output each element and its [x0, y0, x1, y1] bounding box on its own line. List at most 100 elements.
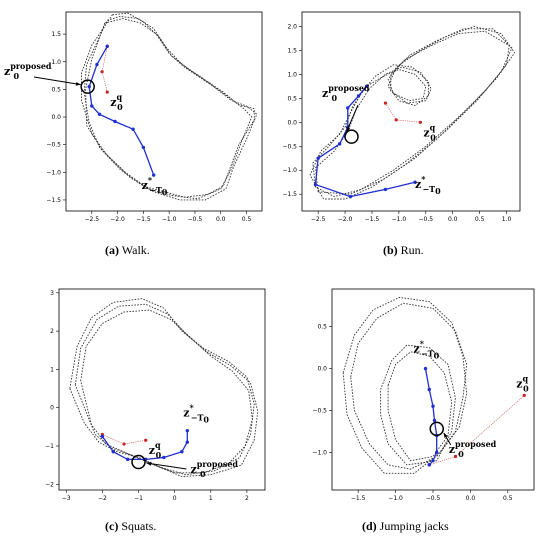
label-z0-q-sup: q: [117, 92, 123, 102]
trajectory-point: [427, 387, 431, 392]
reference-point: [418, 120, 423, 124]
x-tick-label: −1.5: [136, 216, 151, 223]
y-tick-label: −0.5: [282, 143, 297, 150]
label-z-star: z* −T0: [183, 403, 209, 425]
trajectory-point: [180, 450, 184, 454]
reference-point: [105, 90, 109, 94]
label-z0-proposed-sup: proposed: [10, 61, 52, 71]
y-tick-label: −1.0: [282, 167, 297, 174]
label-z-star-sub: −T: [191, 413, 204, 423]
label-z-star: z* −T0: [414, 339, 440, 361]
y-tick-label: 0.5: [287, 95, 297, 102]
ground-truth-loop: [380, 344, 456, 466]
proposed-arrowhead: [146, 461, 152, 466]
label-z-star-sub: −T: [422, 184, 435, 194]
label-z0-proposed-sub: 0: [458, 449, 464, 459]
caption-c-letter: (c): [105, 519, 119, 533]
label-z0-q: zq 0: [423, 122, 436, 142]
reference-point: [453, 454, 458, 459]
label-z0-q-sup: q: [430, 122, 436, 132]
label-z-star-sub2: 0: [435, 186, 441, 196]
trajectory-point: [95, 62, 99, 67]
label-z0-q: zq 0: [149, 440, 162, 460]
y-tick-label: 2.0: [287, 23, 297, 30]
x-tick-label: 2: [245, 495, 249, 502]
proposed-arrowhead: [75, 82, 81, 86]
label-z0-proposed: zproposed 0: [4, 61, 52, 81]
trajectory-point: [131, 127, 135, 131]
label-z-star-sub2: 0: [434, 351, 440, 361]
x-tick-label: −0.5: [419, 216, 434, 223]
plot-frame: [65, 11, 263, 212]
reference-point: [522, 393, 526, 397]
label-z-star-sub: −T: [421, 349, 434, 359]
caption-a-letter: (a): [105, 243, 119, 257]
trajectory-point: [87, 84, 91, 89]
label-z0-q-sub: 0: [156, 450, 162, 460]
trajectory-point: [100, 434, 105, 439]
label-z-star-sup: *: [148, 175, 153, 185]
trajectory-point: [427, 463, 431, 467]
panel-b: −2.5 −2.0 −1.5 −1.0 −0.5 0.0 0.5 1.0 −1.5 −1.0 −0.…: [282, 11, 521, 223]
caption-b-letter: (b): [383, 243, 398, 257]
y-tick-label: −1.5: [282, 191, 297, 198]
trajectory-point: [151, 173, 156, 177]
ground-truth-loop: [85, 18, 253, 200]
reference-link: [385, 102, 421, 123]
x-tick-label: −1.0: [162, 216, 177, 223]
x-tick-label: 0.5: [503, 495, 513, 502]
label-z0-q-sup: q: [523, 373, 529, 383]
trajectory-line: [314, 85, 416, 198]
reference-point: [100, 70, 104, 74]
y-tick-label: −1: [45, 443, 54, 450]
y-tick-label: 0.0: [287, 119, 297, 126]
reference-point: [394, 118, 398, 122]
ground-truth-loop: [342, 296, 468, 474]
label-z0-proposed-sup: proposed: [197, 459, 239, 469]
proposed-arrow: [146, 462, 187, 470]
caption-d-text: Jumping jacks: [376, 519, 449, 533]
label-z0-q-sup: q: [155, 440, 161, 450]
y-tick-label: −1.0: [312, 449, 327, 456]
trajectory-point: [141, 145, 146, 150]
x-tick-label: −3: [62, 495, 71, 502]
ground-truth-loop: [83, 15, 255, 198]
proposed-marker: [429, 421, 444, 437]
label-z0-q-sub: 0: [523, 383, 529, 393]
reference-link: [101, 46, 108, 93]
y-tick-label: 0: [50, 405, 54, 412]
proposed-arrowhead: [443, 432, 448, 438]
trajectory-point: [337, 142, 342, 146]
x-tick-label: −1.5: [351, 495, 366, 502]
y-tick-label: −1.0: [46, 169, 61, 176]
x-tick-label: −1: [134, 495, 143, 502]
x-tick-label: −1.5: [365, 216, 380, 223]
reference-link: [102, 434, 146, 445]
y-tick-label: 0.0: [51, 114, 61, 121]
y-tick-label: 2: [50, 328, 54, 335]
x-tick-label: −1.0: [392, 216, 407, 223]
proposed-arrowhead: [346, 126, 351, 132]
proposed-marker: [80, 79, 95, 94]
x-tick-label: 1: [209, 495, 213, 502]
x-tick-label: 0.0: [448, 216, 458, 223]
caption-a: (a) Walk.: [105, 243, 150, 258]
reference-point: [383, 101, 388, 105]
ground-truth-loop: [312, 30, 510, 198]
trajectory-point: [435, 450, 439, 455]
label-z-star: z* −T0: [415, 174, 441, 196]
x-tick-label: −2: [98, 495, 107, 502]
trajectory-point: [162, 455, 166, 460]
x-tick-label: 0: [173, 495, 177, 502]
proposed-arrow: [33, 76, 81, 86]
caption-c: (c) Squats.: [105, 519, 156, 534]
plot-frame: [58, 288, 266, 491]
label-z-star: z* −T0: [142, 175, 168, 197]
trajectory-point: [431, 458, 435, 463]
label-z-star-sup: *: [190, 403, 195, 413]
label-z0-proposed: zproposed 0: [191, 459, 239, 479]
x-tick-label: −1.0: [388, 495, 403, 502]
y-tick-label: 0.0: [317, 366, 327, 373]
label-z-star-sub2: 0: [203, 415, 209, 425]
